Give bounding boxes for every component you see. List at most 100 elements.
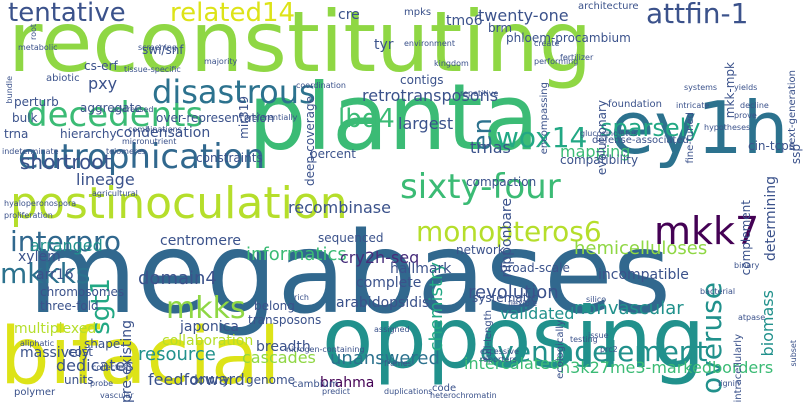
word-arabidopsidis: arabidopsidis — [336, 295, 430, 311]
word-lineage: lineage — [76, 170, 135, 189]
word-brm: brm — [488, 21, 513, 35]
word-repetitive: repetitive — [460, 89, 499, 98]
word-validated: validated — [500, 304, 575, 323]
word-breadth: breadth — [256, 339, 311, 355]
word-revolution: revolution — [468, 282, 559, 303]
word-silico: silico — [586, 295, 607, 304]
word-indeterminate: indeterminate — [2, 147, 59, 156]
word-bundle: bundle — [5, 76, 14, 104]
word-systems: systems — [684, 83, 718, 92]
word-hypotheses: hypotheses — [704, 123, 751, 132]
word-flexible: flexible — [508, 299, 537, 308]
word-fertilizer: fertilizer — [560, 53, 594, 62]
word-bulk: bulk — [12, 111, 38, 125]
word-mpks: mpks — [404, 7, 432, 18]
word-resource: resource — [138, 344, 216, 365]
word-recombinase: recombinase — [288, 198, 391, 217]
word-postinoculation: postinoculation — [10, 178, 348, 229]
word-disastrous: disastrous — [152, 73, 316, 111]
word-encompassing: encompassing — [539, 82, 550, 155]
word-genome: genome — [246, 373, 296, 387]
word-biomass: biomass — [758, 290, 777, 357]
word-pxy: pxy — [88, 74, 118, 93]
word-preferentially: preferentially — [244, 113, 298, 122]
word-mkkks: mkkks — [0, 257, 91, 290]
word-interpro: interpro — [10, 225, 122, 258]
word-nonvascular: nonvascular — [574, 298, 684, 319]
word-binary: binary — [734, 261, 760, 270]
word-intracellularly: intracellularly — [733, 334, 744, 403]
word-bifacial: bifacial — [0, 312, 281, 402]
word-prove: prove — [734, 111, 757, 120]
word-unanswered: unanswered — [330, 348, 440, 369]
word-ey1h: ey1h — [610, 86, 789, 170]
word-feedforward: feedforward — [148, 370, 245, 389]
word-aliphatic: aliphatic — [20, 339, 55, 348]
word-telomeres: telomeres — [106, 147, 147, 156]
word-combinations: combinations — [128, 125, 182, 134]
word-tyr: tyr — [374, 37, 394, 53]
word-architecture: architecture — [578, 1, 639, 12]
word-cost: cost — [68, 345, 93, 359]
word-majority: majority — [204, 57, 238, 66]
word-create: create — [534, 39, 560, 48]
word-cre: cre — [338, 7, 360, 23]
word-dedicates: dedicates — [56, 356, 134, 375]
word-megabases: megabases — [28, 209, 672, 339]
word-chromosomes: chromosomes — [40, 285, 125, 299]
word-determining: determining — [763, 176, 779, 262]
word-domain4: domain4 — [138, 268, 217, 289]
word-mkk7: mkk7 — [654, 209, 760, 253]
word-swi-snf: swi/snf — [142, 43, 184, 57]
word-issue: issue — [588, 331, 609, 340]
word-downy: downy — [190, 373, 230, 387]
word-hierarchy: hierarchy — [60, 127, 117, 141]
word-tentative: tentative — [8, 0, 126, 28]
word-cin-tcps: cin-tcps — [748, 139, 796, 153]
word-testing: testing — [570, 335, 598, 344]
word-reporters: reporters — [480, 355, 517, 364]
word-units: units — [64, 373, 94, 387]
word-lbd4: lbd4 — [338, 104, 395, 134]
word-glucosinolates: glucosinolates — [580, 129, 638, 138]
word-aggregate: aggregate — [80, 101, 142, 115]
word-kingdom: kingdom — [434, 59, 469, 68]
word-shortroot: shortroot — [20, 150, 112, 174]
word-environment: environment — [404, 39, 455, 48]
word-opposing: opposing — [322, 289, 706, 387]
word-japonica: japonica — [180, 319, 239, 335]
word-prc2: prc2 — [600, 345, 618, 354]
word-transposons: transposons — [248, 313, 322, 327]
word-shape: shape — [84, 337, 121, 351]
word-reconstituting: reconstituting — [8, 0, 593, 91]
word-trnas: trnas — [470, 138, 511, 157]
word-duplications: duplications — [384, 387, 433, 396]
word-brahma: brahma — [320, 375, 375, 391]
word-decline: decline — [740, 101, 769, 110]
word-root: root — [29, 24, 38, 41]
word-addressed: addressed — [112, 105, 154, 114]
word-defense-associated: defense-associated — [592, 135, 689, 146]
word-assigned: assigned — [374, 325, 410, 334]
word-percent: percent — [310, 147, 356, 161]
word-retrotransposons: retrotransposons — [362, 86, 499, 105]
word-vascular: vascular — [100, 391, 134, 400]
word-arranged: arranged — [30, 236, 103, 255]
word-xylem: xylem — [18, 249, 61, 265]
word-nitrogen-containing: nitrogen-containing — [286, 345, 365, 354]
word-heterochromatin: heterochromatin — [430, 391, 497, 400]
word-h3k27me3-markedborders: h3k27me3-markedborders — [560, 358, 774, 377]
word-centromere: centromere — [160, 233, 241, 249]
word-micronutrient: micronutrient — [122, 137, 177, 146]
word-mapping: mapping — [560, 142, 631, 161]
word-cry2h-seq: cry2h-seq — [340, 248, 420, 267]
word-monopteros6: monopteros6 — [416, 215, 602, 248]
word-complete: complete — [356, 275, 422, 291]
word-broad-scale: broad-scale — [500, 261, 570, 275]
word-yields: yields — [734, 83, 758, 92]
word-hallmark: hallmark — [390, 261, 452, 277]
word-three-fold: three-fold — [40, 299, 99, 313]
word-screening: screening — [138, 43, 177, 52]
word-bacterial: bacterial — [700, 287, 736, 296]
word-incompatible: incompatible — [598, 267, 689, 283]
